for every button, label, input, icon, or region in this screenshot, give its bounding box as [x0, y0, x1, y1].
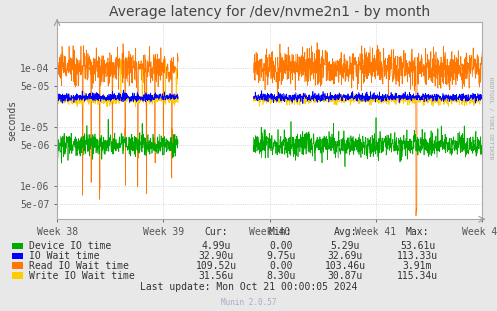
- Title: Average latency for /dev/nvme2n1 - by month: Average latency for /dev/nvme2n1 - by mo…: [109, 5, 430, 19]
- Text: 8.30u: 8.30u: [266, 271, 296, 281]
- Text: Max:: Max:: [406, 227, 429, 237]
- Text: Read IO Wait time: Read IO Wait time: [29, 261, 129, 271]
- Text: Last update: Mon Oct 21 00:00:05 2024: Last update: Mon Oct 21 00:00:05 2024: [140, 282, 357, 292]
- Text: 103.46u: 103.46u: [325, 261, 366, 271]
- Text: RRDTOOL / TOBI OETIKER: RRDTOOL / TOBI OETIKER: [489, 77, 494, 160]
- Text: 32.69u: 32.69u: [328, 251, 363, 261]
- Text: 0.00: 0.00: [269, 261, 293, 271]
- Text: Munin 2.0.57: Munin 2.0.57: [221, 298, 276, 307]
- Text: 3.91m: 3.91m: [403, 261, 432, 271]
- Text: 109.52u: 109.52u: [196, 261, 237, 271]
- Text: 31.56u: 31.56u: [199, 271, 234, 281]
- Text: 4.99u: 4.99u: [201, 241, 231, 251]
- Text: Min:: Min:: [269, 227, 293, 237]
- Text: Write IO Wait time: Write IO Wait time: [29, 271, 135, 281]
- Text: 53.61u: 53.61u: [400, 241, 435, 251]
- Text: 32.90u: 32.90u: [199, 251, 234, 261]
- Text: 0.00: 0.00: [269, 241, 293, 251]
- Y-axis label: seconds: seconds: [7, 100, 17, 141]
- Text: Device IO time: Device IO time: [29, 241, 111, 251]
- Text: 113.33u: 113.33u: [397, 251, 438, 261]
- Text: 5.29u: 5.29u: [331, 241, 360, 251]
- Text: 30.87u: 30.87u: [328, 271, 363, 281]
- Text: Cur:: Cur:: [204, 227, 228, 237]
- Text: IO Wait time: IO Wait time: [29, 251, 99, 261]
- Text: 115.34u: 115.34u: [397, 271, 438, 281]
- Text: Avg:: Avg:: [333, 227, 357, 237]
- Text: 9.75u: 9.75u: [266, 251, 296, 261]
